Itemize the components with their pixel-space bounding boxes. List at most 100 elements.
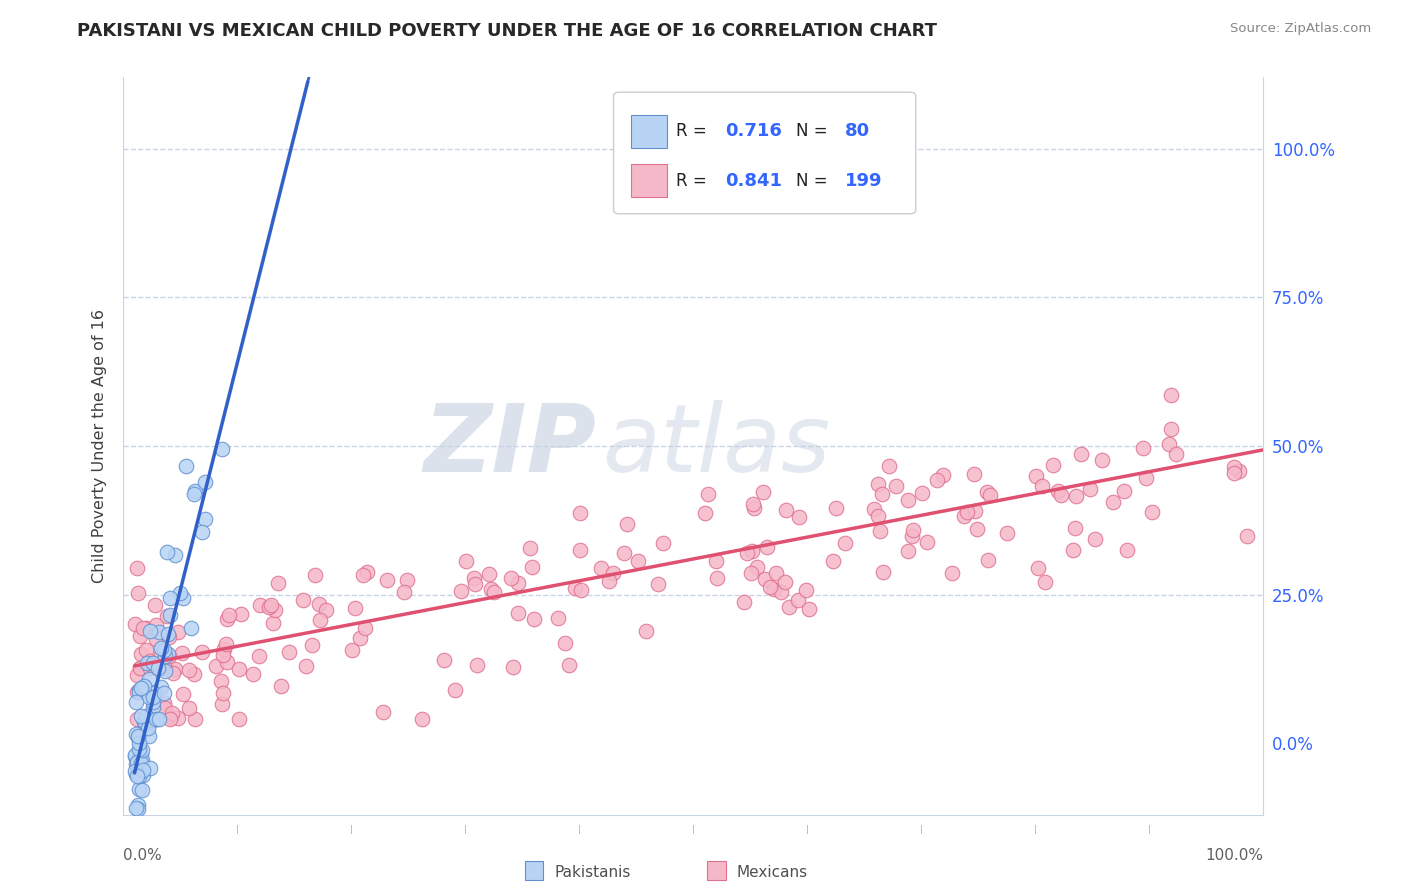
Point bbox=[693, 506, 716, 520]
Point bbox=[259, 600, 281, 615]
Point bbox=[139, 624, 162, 638]
Point bbox=[502, 659, 524, 673]
Point bbox=[1062, 542, 1084, 557]
Text: |: | bbox=[692, 825, 695, 834]
Point bbox=[754, 572, 776, 586]
Text: N =: N = bbox=[796, 171, 832, 190]
Point bbox=[1236, 529, 1258, 543]
Point bbox=[315, 603, 337, 617]
Point bbox=[127, 756, 149, 770]
Point bbox=[212, 641, 235, 656]
Point bbox=[778, 600, 800, 615]
Point bbox=[911, 486, 934, 500]
Point bbox=[183, 666, 205, 681]
Point bbox=[392, 585, 415, 599]
Point bbox=[356, 565, 378, 579]
Point bbox=[177, 663, 200, 677]
Point bbox=[125, 561, 148, 575]
Point bbox=[741, 497, 763, 511]
Point bbox=[821, 553, 844, 567]
Point bbox=[138, 661, 160, 675]
Point bbox=[752, 484, 775, 499]
Point bbox=[156, 608, 179, 623]
Point bbox=[304, 567, 326, 582]
Point bbox=[135, 708, 157, 723]
Point bbox=[869, 524, 891, 538]
Point bbox=[127, 729, 149, 743]
Point bbox=[977, 553, 1000, 567]
Point bbox=[1112, 483, 1135, 498]
Point bbox=[613, 546, 636, 560]
Point bbox=[142, 690, 165, 705]
Point bbox=[205, 658, 228, 673]
Point bbox=[128, 661, 150, 675]
Point bbox=[157, 627, 180, 641]
Point bbox=[558, 658, 581, 673]
Point bbox=[194, 511, 217, 525]
Point bbox=[267, 576, 290, 591]
Text: |: | bbox=[1033, 825, 1036, 834]
Point bbox=[301, 638, 323, 652]
Point bbox=[166, 711, 188, 725]
Point bbox=[755, 541, 778, 555]
Point bbox=[263, 603, 285, 617]
Point bbox=[125, 766, 148, 780]
Point bbox=[523, 612, 546, 626]
Point bbox=[877, 459, 900, 474]
Point bbox=[863, 501, 886, 516]
Point bbox=[602, 566, 624, 580]
Text: 0.716: 0.716 bbox=[725, 122, 782, 140]
Point bbox=[247, 648, 270, 663]
Point bbox=[172, 687, 194, 701]
Point bbox=[212, 648, 235, 662]
Point bbox=[132, 763, 155, 777]
Text: Mexicans: Mexicans bbox=[737, 865, 808, 880]
Point bbox=[135, 621, 157, 635]
Point bbox=[1140, 505, 1163, 519]
Point bbox=[1160, 422, 1182, 436]
Point bbox=[129, 629, 152, 643]
Point bbox=[211, 697, 233, 711]
Point bbox=[569, 582, 592, 597]
Y-axis label: Child Poverty Under the Age of 16: Child Poverty Under the Age of 16 bbox=[93, 309, 107, 583]
Point bbox=[127, 713, 149, 727]
Point bbox=[270, 679, 292, 693]
Bar bbox=[631, 164, 666, 197]
Text: |: | bbox=[464, 825, 467, 834]
Point bbox=[215, 655, 238, 669]
Point bbox=[915, 535, 938, 549]
Point bbox=[450, 583, 472, 598]
Point bbox=[870, 487, 893, 501]
Point bbox=[479, 582, 502, 597]
Point bbox=[704, 554, 727, 568]
Point bbox=[294, 659, 316, 673]
Point bbox=[465, 658, 488, 673]
Text: |: | bbox=[350, 825, 353, 834]
Point bbox=[125, 695, 148, 709]
Point bbox=[165, 662, 187, 676]
Point bbox=[564, 581, 586, 595]
Point bbox=[132, 768, 155, 782]
Point bbox=[129, 647, 152, 661]
Point bbox=[634, 624, 657, 638]
Point bbox=[135, 656, 157, 670]
Point bbox=[128, 751, 150, 765]
Point bbox=[1160, 388, 1182, 402]
Point bbox=[309, 613, 332, 627]
Text: |: | bbox=[236, 825, 239, 834]
Point bbox=[138, 672, 160, 686]
Text: R =: R = bbox=[676, 171, 713, 190]
Point bbox=[127, 802, 149, 816]
Point bbox=[1157, 437, 1180, 451]
Point bbox=[160, 706, 183, 720]
Point bbox=[128, 736, 150, 750]
Point bbox=[153, 649, 176, 664]
Point bbox=[522, 559, 544, 574]
Point bbox=[139, 654, 162, 668]
Point bbox=[456, 554, 478, 568]
Point bbox=[463, 571, 485, 585]
Point bbox=[242, 667, 264, 681]
Point bbox=[138, 729, 160, 743]
Point bbox=[159, 713, 181, 727]
Point bbox=[124, 748, 146, 763]
